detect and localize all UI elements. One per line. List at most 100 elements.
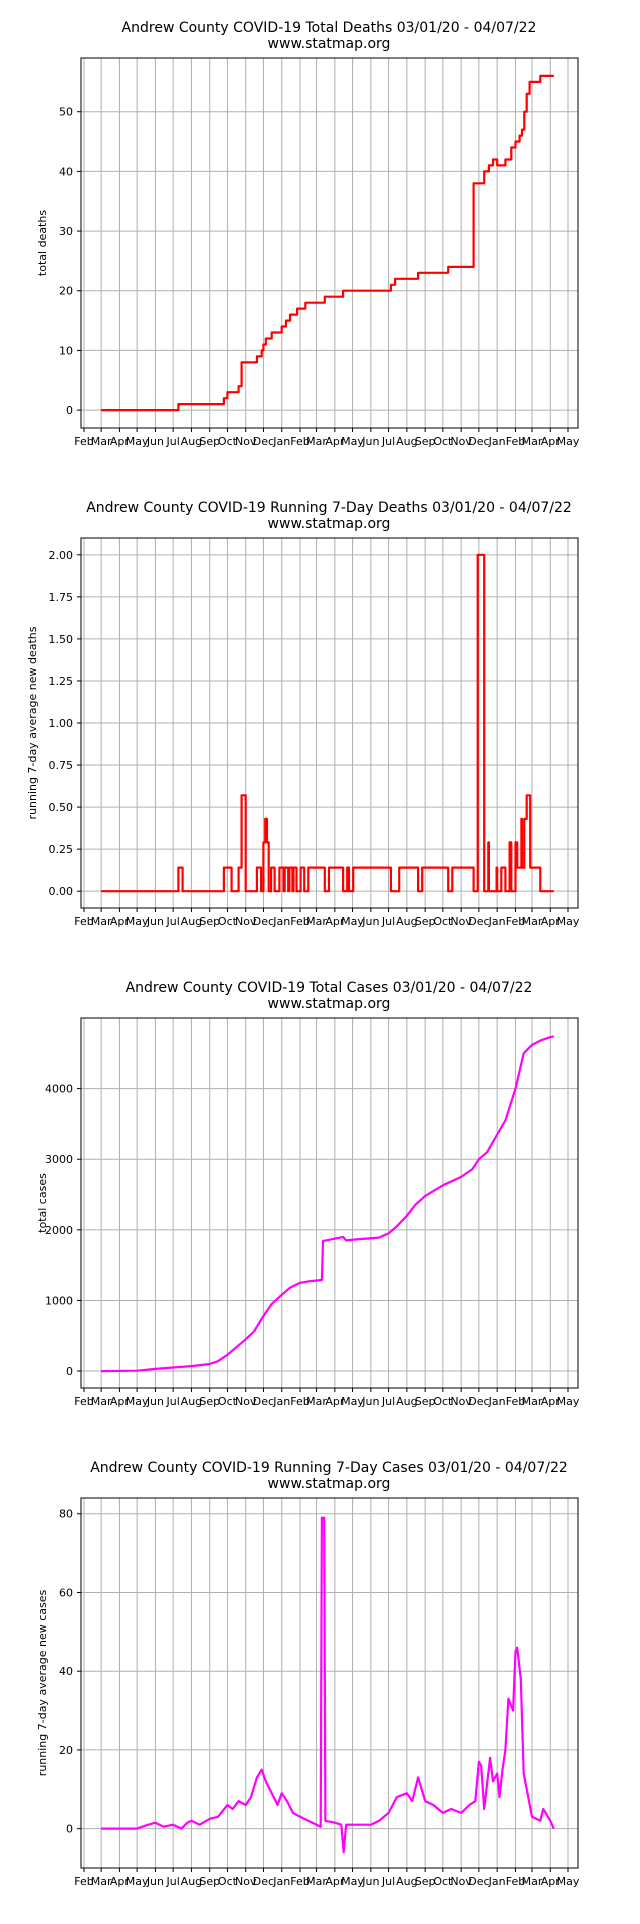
- x-tick-label: Jul: [165, 1395, 179, 1408]
- x-tick-label: Nov: [235, 915, 257, 928]
- x-tick-label: Dec: [468, 1395, 489, 1408]
- x-tick-label: Jan: [272, 1875, 290, 1888]
- x-tick-label: Oct: [218, 915, 238, 928]
- x-tick-label: Feb: [506, 915, 525, 928]
- x-tick-label: Mar: [91, 435, 112, 448]
- x-tick-label: Aug: [396, 915, 417, 928]
- x-tick-label: Jul: [165, 435, 179, 448]
- x-tick-label: Mar: [91, 1395, 112, 1408]
- plot-frame: [80, 1497, 579, 1869]
- x-tick-label: Mar: [522, 915, 543, 928]
- x-tick-label: Aug: [396, 1395, 417, 1408]
- x-tick-label: Jun: [146, 435, 164, 448]
- x-tick-label: Apr: [325, 915, 345, 928]
- x-tick-label: May: [126, 1875, 149, 1888]
- x-tick-label: Apr: [541, 1875, 561, 1888]
- x-tick-label: Apr: [110, 435, 130, 448]
- x-tick-label: Jun: [146, 1395, 164, 1408]
- x-tick-label: Jan: [488, 1395, 506, 1408]
- x-tick-label: Feb: [506, 435, 525, 448]
- x-tick-label: Feb: [74, 1395, 93, 1408]
- x-tick-label: Aug: [181, 435, 202, 448]
- series-line: [101, 1516, 555, 1854]
- x-tick-label: Nov: [450, 435, 472, 448]
- chart-panel-1: Andrew County COVID-19 Total Deaths 03/0…: [36, 20, 580, 448]
- x-tick-label: Oct: [433, 1875, 453, 1888]
- y-tick-label: 0: [66, 1823, 73, 1836]
- x-tick-label: Jan: [272, 1395, 290, 1408]
- x-tick-label: Dec: [468, 915, 489, 928]
- x-tick-label: Mar: [522, 435, 543, 448]
- y-tick-label: 20: [59, 285, 73, 298]
- x-tick-label: Mar: [306, 1875, 327, 1888]
- x-tick-label: Mar: [91, 1875, 112, 1888]
- x-tick-label: May: [557, 1875, 580, 1888]
- x-tick-label: Sep: [199, 1875, 220, 1888]
- y-tick-label: 2.00: [49, 549, 74, 562]
- x-tick-label: Mar: [522, 1875, 543, 1888]
- x-tick-label: Sep: [415, 435, 436, 448]
- x-tick-label: Jun: [361, 435, 379, 448]
- y-tick-label: 0.25: [49, 843, 74, 856]
- x-tick-label: Apr: [110, 915, 130, 928]
- x-tick-label: Apr: [541, 915, 561, 928]
- x-tick-label: Nov: [450, 915, 472, 928]
- x-tick-label: Mar: [306, 1395, 327, 1408]
- y-axis-label: total cases: [36, 1173, 49, 1233]
- x-tick-label: Apr: [325, 1395, 345, 1408]
- chart-title: Andrew County COVID-19 Total Deaths 03/0…: [122, 20, 537, 36]
- x-tick-label: May: [341, 915, 364, 928]
- x-tick-label: Mar: [306, 915, 327, 928]
- x-tick-label: Feb: [74, 915, 93, 928]
- x-tick-label: Jul: [165, 1875, 179, 1888]
- x-tick-label: Feb: [74, 1875, 93, 1888]
- y-axis-label: running 7-day average new deaths: [26, 626, 39, 819]
- x-tick-label: Jan: [272, 435, 290, 448]
- x-tick-label: Aug: [181, 915, 202, 928]
- x-tick-label: Feb: [290, 915, 309, 928]
- x-tick-label: Jun: [146, 1875, 164, 1888]
- x-tick-label: Jun: [361, 915, 379, 928]
- series-line: [101, 553, 554, 893]
- series-line: [101, 74, 554, 412]
- y-axis-label: running 7-day average new cases: [36, 1590, 49, 1777]
- chart-subtitle: www.statmap.org: [268, 516, 391, 532]
- x-tick-label: Aug: [181, 1875, 202, 1888]
- x-tick-label: Feb: [290, 435, 309, 448]
- y-tick-label: 60: [59, 1586, 73, 1599]
- x-tick-label: Nov: [450, 1875, 472, 1888]
- x-tick-label: Jul: [381, 1395, 395, 1408]
- x-tick-label: Mar: [522, 1395, 543, 1408]
- y-tick-label: 40: [59, 165, 73, 178]
- x-tick-label: Jul: [381, 915, 395, 928]
- y-tick-label: 1000: [45, 1294, 73, 1307]
- x-tick-label: Dec: [468, 1875, 489, 1888]
- x-tick-label: May: [126, 915, 149, 928]
- x-tick-label: Feb: [74, 435, 93, 448]
- x-tick-label: May: [126, 1395, 149, 1408]
- x-tick-label: Jan: [488, 435, 506, 448]
- y-tick-label: 0.50: [49, 801, 74, 814]
- x-tick-label: Dec: [253, 1395, 274, 1408]
- x-tick-label: Oct: [433, 915, 453, 928]
- y-tick-label: 1.50: [49, 633, 74, 646]
- y-tick-label: 3000: [45, 1153, 73, 1166]
- y-tick-label: 4000: [45, 1083, 73, 1096]
- x-tick-label: May: [557, 435, 580, 448]
- y-tick-label: 0.75: [49, 759, 74, 772]
- y-tick-label: 2000: [45, 1224, 73, 1237]
- chart-panel-2: Andrew County COVID-19 Running 7-Day Dea…: [26, 500, 580, 928]
- x-tick-label: Dec: [468, 435, 489, 448]
- x-tick-label: Oct: [433, 435, 453, 448]
- x-tick-label: Mar: [306, 435, 327, 448]
- x-tick-label: Apr: [110, 1395, 130, 1408]
- x-tick-label: Aug: [396, 435, 417, 448]
- x-tick-label: Dec: [253, 915, 274, 928]
- x-tick-label: Sep: [199, 435, 220, 448]
- chart-title: Andrew County COVID-19 Running 7-Day Cas…: [90, 1460, 568, 1476]
- y-tick-label: 10: [59, 344, 73, 357]
- y-tick-label: 1.00: [49, 717, 74, 730]
- x-tick-label: Dec: [253, 435, 274, 448]
